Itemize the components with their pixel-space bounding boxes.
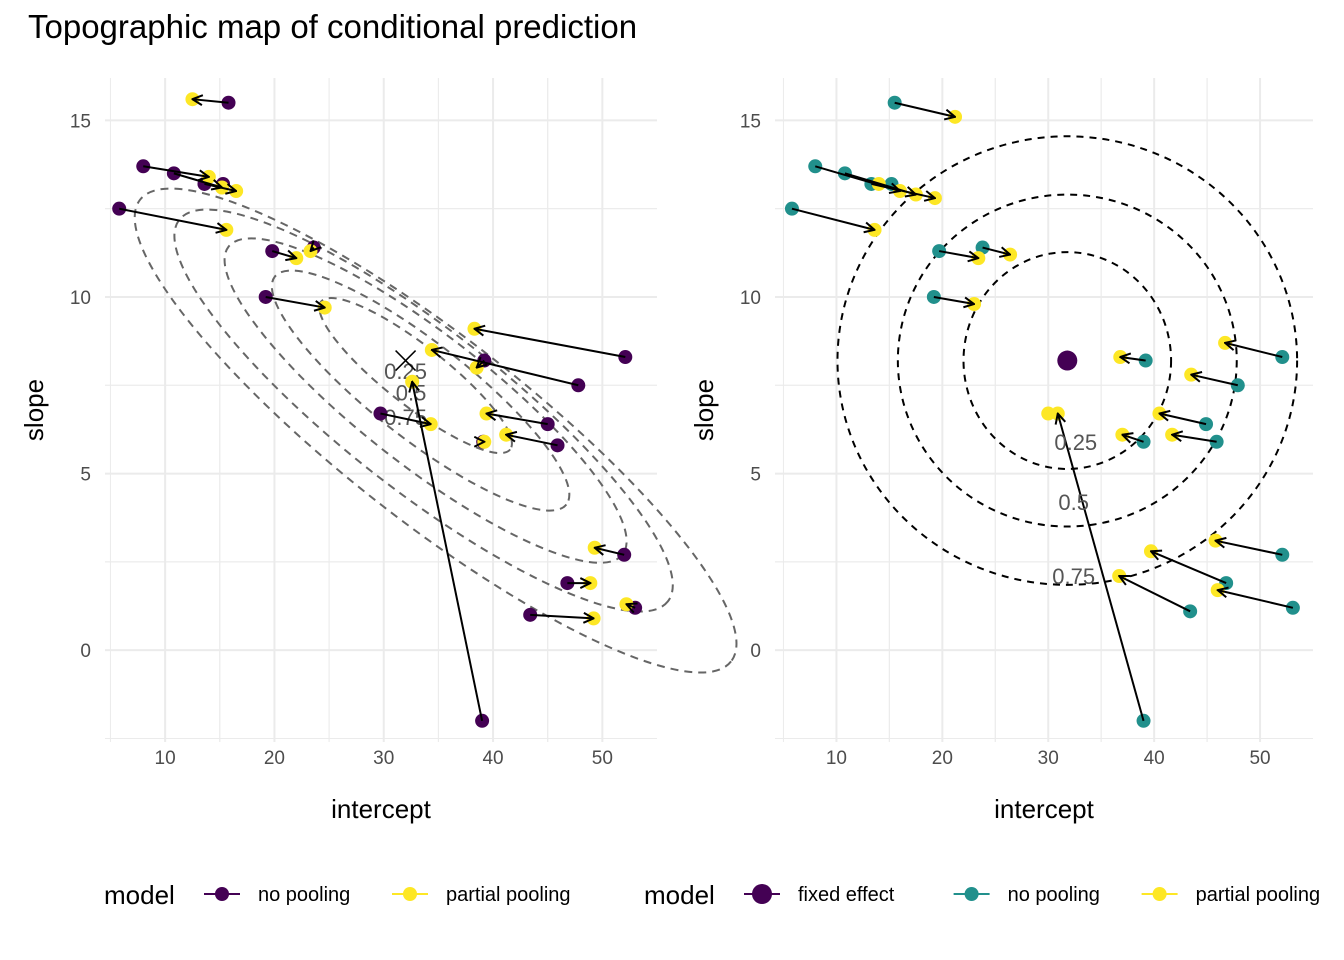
- legend-label: partial pooling: [1196, 884, 1321, 906]
- right-panel: 10 20 30 40 50 0 5 10 15 intercept slope 0.25 0.5 0.7…: [689, 78, 1313, 824]
- x-tick-label: 50: [1249, 748, 1270, 769]
- legend-label: partial pooling: [446, 884, 571, 906]
- shrinkage-arrow: [982, 248, 1011, 255]
- legend-key-point: [752, 884, 772, 904]
- shrinkage-arrow: [143, 165, 209, 177]
- contour-label: 0.75: [1052, 564, 1095, 589]
- legend-key-point: [403, 887, 417, 901]
- shrinkage-arrow: [1119, 576, 1191, 613]
- shrinkage-arrow: [204, 182, 236, 191]
- shrinkage-arrow: [1058, 414, 1145, 722]
- shrinkage-arrow: [380, 412, 430, 425]
- shrinkage-arrow: [1159, 414, 1207, 426]
- shrinkage-arrow: [1172, 435, 1217, 443]
- contour-circle: [962, 251, 1173, 470]
- shrinkage-arrow: [119, 207, 226, 230]
- left-panel: 10 20 30 40 50051015interceptslope0.250.50.7…: [19, 78, 738, 824]
- shrinkage-arrow: [271, 251, 296, 258]
- point-partial-pooling: [1003, 247, 1018, 262]
- y-axis-title: slope: [689, 379, 719, 441]
- y-tick-label: 15: [70, 111, 91, 132]
- contour-ellipse: [270, 269, 571, 512]
- legend-label: no pooling: [258, 884, 350, 906]
- y-tick-label: 10: [740, 288, 761, 309]
- x-tick-label: 20: [932, 748, 953, 769]
- fixed-effect-point: [1057, 350, 1078, 371]
- shrinkage-arrow: [1191, 375, 1239, 387]
- y-tick-label: 15: [740, 111, 761, 132]
- legend-key-point: [1152, 887, 1167, 901]
- x-axis-title: intercept: [331, 794, 431, 824]
- contour-ellipse: [133, 187, 738, 674]
- legend-title: model: [644, 880, 715, 910]
- y-axis-title: slope: [19, 379, 49, 441]
- legend-label: no pooling: [1008, 884, 1100, 906]
- x-axis-title: intercept: [994, 794, 1094, 824]
- contour-label: 0.5: [1058, 490, 1089, 515]
- point-partial-pooling: [303, 244, 318, 259]
- y-tick-label: 5: [80, 465, 91, 486]
- chart-title: Topographic map of conditional predictio…: [28, 8, 638, 45]
- contour-circle: [896, 193, 1238, 528]
- legend-key-point: [215, 887, 229, 901]
- shrinkage-arrow: [933, 295, 974, 304]
- shrinkage-arrow: [474, 329, 626, 359]
- shrinkage-arrow: [1122, 435, 1144, 442]
- shrinkage-arrow: [626, 604, 635, 608]
- x-tick-label: 30: [373, 748, 394, 769]
- shrinkage-arrow: [412, 382, 484, 722]
- x-tick-label: 10: [155, 748, 176, 769]
- shrinkage-arrow: [871, 182, 935, 198]
- x-tick-label: 50: [592, 748, 613, 769]
- contour-label: 0.25: [1054, 430, 1097, 455]
- center-marker-x: [395, 350, 417, 372]
- shrinkage-arrow: [265, 295, 325, 308]
- x-tick-label: 40: [1144, 748, 1165, 769]
- shrinkage-arrow: [530, 615, 593, 619]
- shrinkage-arrow: [791, 207, 875, 230]
- shrinkage-arrow: [432, 350, 579, 387]
- shrinkage-arrow: [1225, 343, 1283, 358]
- x-tick-label: 10: [826, 748, 847, 769]
- legend-label: fixed effect: [798, 884, 895, 906]
- legends: model no pooling partial pooling model fixed…: [104, 880, 1320, 910]
- shrinkage-arrow: [595, 548, 625, 556]
- shrinkage-arrow: [894, 101, 955, 117]
- shrinkage-arrow: [1151, 551, 1227, 584]
- y-tick-label: 10: [70, 288, 91, 309]
- contour-ellipse: [173, 208, 674, 613]
- x-tick-label: 40: [482, 748, 503, 769]
- shrinkage-arrow: [310, 248, 313, 252]
- shrinkage-arrow: [192, 99, 229, 103]
- x-tick-label: 20: [264, 748, 285, 769]
- y-tick-label: 0: [80, 641, 91, 662]
- y-tick-label: 5: [750, 465, 761, 486]
- shrinkage-arrow: [506, 435, 558, 447]
- legend-title: model: [104, 880, 175, 910]
- shrinkage-arrow: [1120, 357, 1146, 361]
- x-tick-label: 30: [1038, 748, 1059, 769]
- y-tick-label: 0: [750, 641, 761, 662]
- contour-circle: [836, 135, 1299, 586]
- shrinkage-arrow: [938, 250, 978, 258]
- shrinkage-arrow: [1218, 590, 1294, 609]
- shrinkage-arrow: [1216, 541, 1283, 556]
- shrinkage-arrow: [486, 414, 548, 426]
- legend-key-point: [964, 887, 979, 901]
